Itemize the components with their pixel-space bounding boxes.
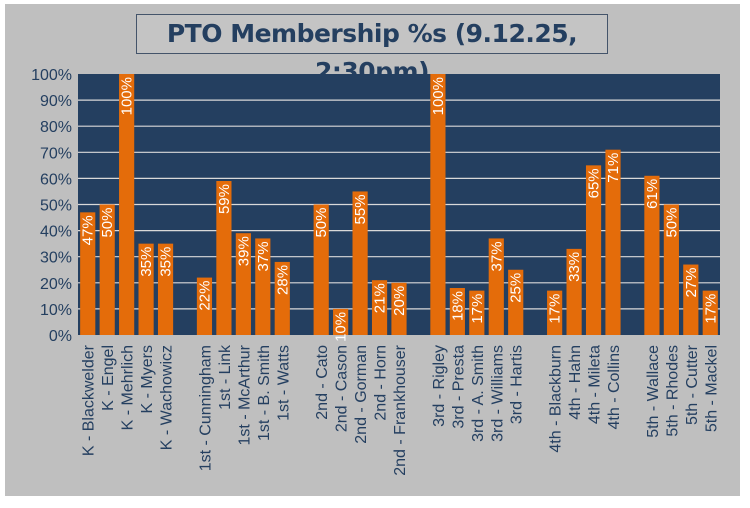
bar <box>488 238 504 335</box>
bar <box>508 269 524 335</box>
bar <box>430 74 446 335</box>
x-tick-label: 3rd - Presta <box>450 345 467 429</box>
data-label: 55% <box>352 194 369 224</box>
data-label: 21% <box>372 283 389 313</box>
bar <box>80 212 96 335</box>
y-tick-label: 80% <box>40 119 72 136</box>
data-label: 65% <box>586 168 603 198</box>
x-tick-label: 1st - B. Smith <box>256 345 273 441</box>
y-tick-label: 0% <box>49 328 72 345</box>
x-tick-label: 1st - Link <box>217 344 234 410</box>
y-tick-label: 60% <box>40 171 72 188</box>
x-tick-label: K - Blackwelder <box>81 344 98 456</box>
data-label: 17% <box>469 294 486 324</box>
bar <box>371 280 388 335</box>
x-tick-label: 1st - McArthur <box>236 344 253 445</box>
x-tick-label: 2nd - Cato <box>314 345 331 420</box>
x-tick-label: 2nd - Cason <box>334 345 351 432</box>
data-label: 100% <box>119 77 136 115</box>
bar <box>663 204 679 335</box>
x-tick-label: 3rd - Hartis <box>509 345 526 424</box>
data-label: 20% <box>391 286 408 316</box>
data-label: 28% <box>274 265 291 295</box>
bar <box>138 243 154 335</box>
y-tick-label: 50% <box>40 198 72 215</box>
x-tick-label: K - Wachowicz <box>159 345 176 450</box>
y-tick-label: 100% <box>31 67 72 84</box>
y-tick-label: 10% <box>40 302 72 319</box>
x-tick-label: 4th - Hahn <box>567 345 584 420</box>
y-tick-label: 40% <box>40 224 72 241</box>
bar <box>605 149 621 335</box>
data-label: 59% <box>216 184 233 214</box>
bar <box>547 290 563 335</box>
x-tick-label: 3rd - Rigley <box>431 345 448 427</box>
data-label: 61% <box>644 179 661 209</box>
bar <box>274 261 290 335</box>
data-label: 47% <box>80 215 97 245</box>
x-tick-label: K - Mehrlich <box>120 345 137 430</box>
data-label: 100% <box>430 77 447 115</box>
x-tick-label: K - Myers <box>139 345 156 413</box>
x-tick-label: 5th - Mackel <box>703 345 720 432</box>
data-label: 35% <box>138 247 155 277</box>
data-label: 10% <box>333 312 350 342</box>
bar <box>683 264 699 335</box>
x-tick-label: 5th - Cutter <box>684 344 701 425</box>
x-tick-label: 2nd - Gorman <box>353 345 370 444</box>
data-label: 71% <box>605 153 622 183</box>
bar <box>216 181 232 335</box>
bar <box>333 308 349 335</box>
bar <box>196 277 213 335</box>
bar <box>352 191 368 335</box>
x-tick-label: 1st - Cunningham <box>197 345 214 471</box>
data-label: 17% <box>547 294 564 324</box>
y-tick-label: 30% <box>40 250 72 267</box>
bar <box>566 248 582 335</box>
bar <box>119 74 135 335</box>
y-tick-label: 20% <box>40 276 72 293</box>
data-label: 22% <box>196 281 213 311</box>
x-tick-label: 2nd - Horn <box>373 345 390 421</box>
bar <box>391 282 407 335</box>
data-label: 50% <box>663 208 680 238</box>
data-label: 50% <box>313 208 330 238</box>
x-tick-label: 1st - Watts <box>275 345 292 421</box>
data-label: 18% <box>449 291 466 321</box>
x-tick-label: 3rd - Williams <box>489 345 506 442</box>
bar <box>313 204 329 335</box>
x-tick-label: 2nd - Frankhouser <box>392 344 409 475</box>
data-label: 37% <box>488 241 505 271</box>
bar <box>644 175 660 335</box>
bar <box>585 165 602 335</box>
data-label: 50% <box>99 208 116 238</box>
bar <box>702 290 718 335</box>
x-tick-label: K - Engel <box>100 345 117 411</box>
data-label: 25% <box>508 273 525 303</box>
x-tick-label: 3rd - A. Smith <box>470 345 487 442</box>
x-tick-label: 4th - Mileta <box>587 345 604 424</box>
y-tick-label: 70% <box>40 145 72 162</box>
x-tick-label: 5th - Wallace <box>645 345 662 438</box>
data-label: 37% <box>255 241 272 271</box>
data-label: 27% <box>683 268 700 298</box>
data-label: 39% <box>235 236 252 266</box>
data-label: 35% <box>158 247 175 277</box>
bar <box>99 204 115 335</box>
bar <box>157 243 174 335</box>
y-tick-label: 90% <box>40 93 72 110</box>
bar <box>469 290 485 335</box>
data-label: 33% <box>566 252 583 282</box>
data-label: 17% <box>702 294 719 324</box>
bar <box>255 238 271 335</box>
bar <box>449 288 465 335</box>
x-tick-label: 4th - Collins <box>606 345 623 429</box>
x-tick-label: 4th - Blackburn <box>548 345 565 453</box>
bar <box>235 233 251 335</box>
x-tick-label: 5th - Rhodes <box>664 345 681 437</box>
